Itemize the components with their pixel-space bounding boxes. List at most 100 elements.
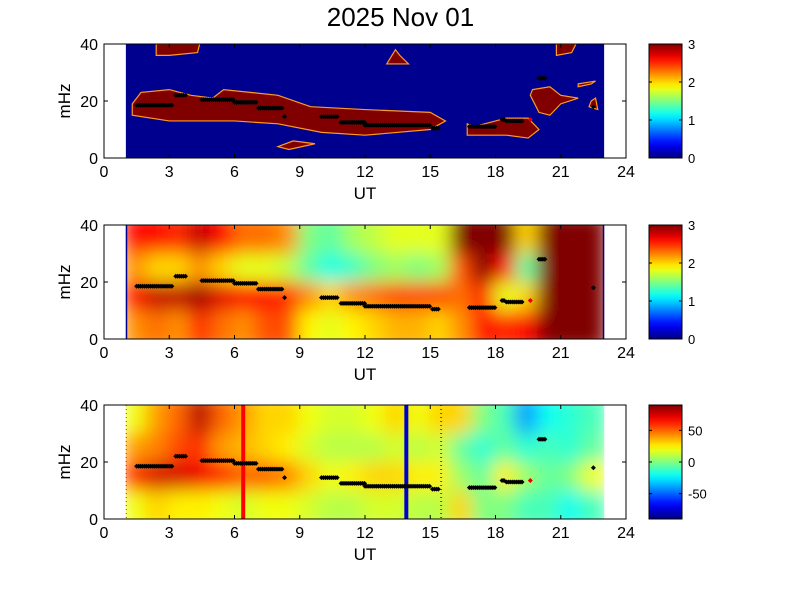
x-tick-label: 0 <box>100 345 109 362</box>
heatmap-cell <box>471 405 498 434</box>
track-point <box>590 465 596 471</box>
heatmap-cell <box>406 310 433 339</box>
heatmap-cell <box>319 310 346 339</box>
x-tick-label: 0 <box>100 164 109 181</box>
track-point <box>169 283 175 289</box>
heatmap-cell <box>450 225 476 254</box>
heatmap-cell <box>537 405 563 434</box>
heatmap-cell <box>580 282 605 311</box>
colorbar-tick-label: -50 <box>688 487 707 502</box>
heatmap-cell <box>297 282 324 311</box>
heatmap-cell <box>341 225 367 254</box>
track-point <box>279 105 285 111</box>
heatmap-cell <box>558 490 585 519</box>
heatmap-cell <box>297 405 324 434</box>
heatmap-cell <box>341 253 367 282</box>
track-point <box>183 92 189 98</box>
panel-phase: 0 3 6 9 12 15 18 21 24 0 20 40 UT mHz -50 0 50 <box>55 398 707 564</box>
track-point <box>590 104 596 110</box>
heatmap-cell <box>210 225 237 254</box>
heatmap-cell <box>515 405 541 434</box>
y-tick-label: 40 <box>80 218 98 235</box>
x-tick-label: 18 <box>487 525 505 542</box>
blob <box>385 48 410 65</box>
track-point <box>169 463 175 469</box>
heatmap-cell <box>232 490 259 519</box>
track-point <box>435 486 441 492</box>
track-point <box>253 99 259 105</box>
heatmap-cell <box>254 405 280 434</box>
heatmap-cell <box>189 433 215 462</box>
heatmap-cell <box>276 405 302 434</box>
colorbar-tick-label: 0 <box>688 455 695 470</box>
heatmap-cell <box>232 282 259 311</box>
track-point <box>183 453 189 459</box>
heatmap-cell <box>558 282 585 311</box>
y-axis-label: mHz <box>55 265 74 300</box>
heatmap-cell <box>145 225 172 254</box>
heatmap-cell <box>363 405 389 434</box>
heatmap-cell <box>232 225 259 254</box>
blob <box>555 44 577 57</box>
colorbar-tick-label: 1 <box>688 113 695 128</box>
x-tick-label: 12 <box>356 345 374 362</box>
heatmap-cell <box>297 253 324 282</box>
heatmap-cell <box>537 310 563 339</box>
heatmap-cell <box>471 490 498 519</box>
heatmap-cell <box>276 433 302 462</box>
track-point <box>253 460 259 466</box>
track-point <box>427 303 433 309</box>
x-tick-label: 9 <box>295 525 304 542</box>
track-point <box>542 256 548 262</box>
heatmap-cell <box>384 310 411 339</box>
track-point <box>492 124 498 130</box>
track-point-red <box>527 117 533 123</box>
x-tick-label: 18 <box>487 345 505 362</box>
heatmap-cell <box>363 310 389 339</box>
x-axis-label: UT <box>354 184 377 203</box>
heatmap-cell <box>428 253 454 282</box>
heatmap-cell <box>537 225 563 254</box>
track-point <box>427 122 433 128</box>
heatmap-cell <box>210 282 237 311</box>
heatmap-cell <box>515 310 541 339</box>
track-point <box>183 273 189 279</box>
heatmap-cell <box>515 490 541 519</box>
track-point <box>427 483 433 489</box>
heatmap-cell <box>167 405 193 434</box>
y-tick-label: 20 <box>80 275 98 292</box>
heatmap-cell <box>580 253 605 282</box>
x-axis-label: UT <box>354 545 377 564</box>
blob <box>466 117 540 139</box>
heatmap-cell <box>363 225 389 254</box>
heatmap-cell <box>537 282 563 311</box>
track-point <box>519 118 525 124</box>
heatmap-cell <box>254 490 280 519</box>
heatmap-cell <box>232 253 259 282</box>
x-tick-label: 21 <box>552 164 570 181</box>
x-tick-label: 6 <box>230 164 239 181</box>
heatmap-cell <box>125 253 150 282</box>
x-tick-label: 21 <box>552 345 570 362</box>
data-area <box>125 405 605 519</box>
heatmap-cell <box>254 225 280 254</box>
heatmap-cell <box>276 462 302 491</box>
x-tick-label: 3 <box>165 345 174 362</box>
heatmap-cell <box>145 433 172 462</box>
heatmap-cell <box>319 433 346 462</box>
heatmap-cell <box>450 405 476 434</box>
heatmap-cell <box>319 253 346 282</box>
heatmap-cell <box>232 433 259 462</box>
heatmap-cell <box>515 433 541 462</box>
heatmap-cell <box>189 282 215 311</box>
y-tick-label: 0 <box>89 512 98 529</box>
heatmap-cell <box>189 253 215 282</box>
heatmap-cell <box>406 253 433 282</box>
y-axis-label: mHz <box>55 84 74 119</box>
heatmap-cell <box>471 310 498 339</box>
colorbar-tick-label: 0 <box>688 332 695 347</box>
heatmap-cell <box>125 490 150 519</box>
colorbar-gradient <box>648 404 683 520</box>
heatmap-cell <box>471 225 498 254</box>
heatmap-cell <box>189 405 215 434</box>
